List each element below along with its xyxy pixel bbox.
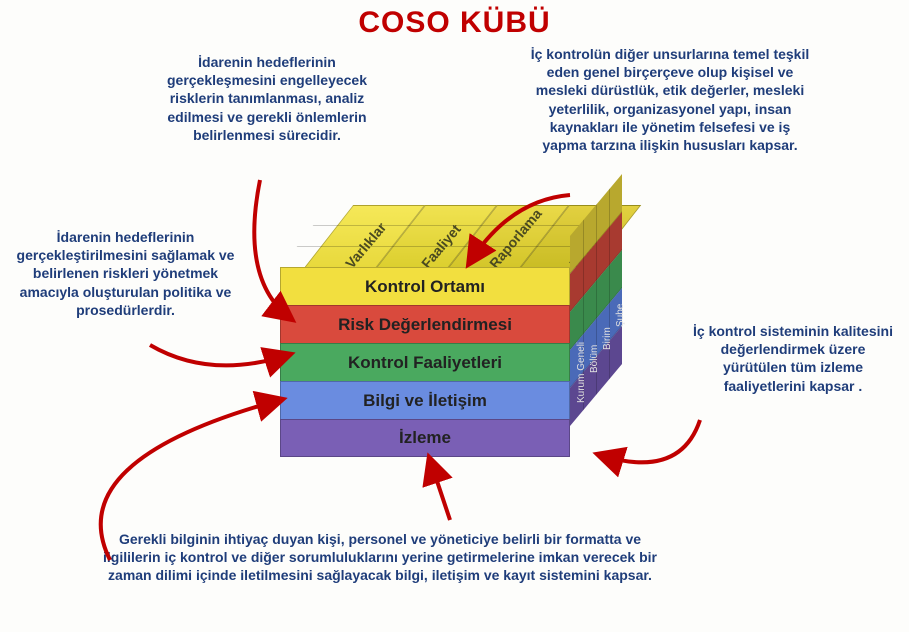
cube-front-row: Bilgi ve İletişim xyxy=(280,381,570,419)
cube-front-row: Kontrol Faaliyetleri xyxy=(280,343,570,381)
cube-front-row: İzleme xyxy=(280,419,570,457)
cube-front-row: Risk Değerlendirmesi xyxy=(280,305,570,343)
page-title: COSO KÜBÜ xyxy=(0,6,909,40)
cube-side-label: Birim xyxy=(602,327,613,350)
annotation-mid-right: İç kontrol sisteminin kalitesini değerle… xyxy=(688,322,898,395)
cube-side-label: Bölüm xyxy=(589,345,600,373)
cube-side-sep xyxy=(609,188,610,379)
annotation-bottom: Gerekli bilginin ihtiyaç duyan kişi, per… xyxy=(100,530,660,585)
arrow xyxy=(150,345,288,365)
annotation-top-left: İdarenin hedeflerinin gerçekleşmesini en… xyxy=(147,53,387,144)
annotation-mid-left: İdarenin hedeflerinin gerçekleştirilmesi… xyxy=(8,228,243,319)
cube-side-label: Şube xyxy=(615,304,626,327)
coso-cube: Varlıklar Faaliyet Raporlama Uyum Kontro… xyxy=(280,205,630,465)
cube-side-label: Kurum Geneli xyxy=(576,342,587,403)
cube-front-row: Kontrol Ortamı xyxy=(280,267,570,305)
arrow xyxy=(430,460,450,520)
annotation-top-right: İç kontrolün diğer unsurlarına temel teş… xyxy=(530,45,810,154)
